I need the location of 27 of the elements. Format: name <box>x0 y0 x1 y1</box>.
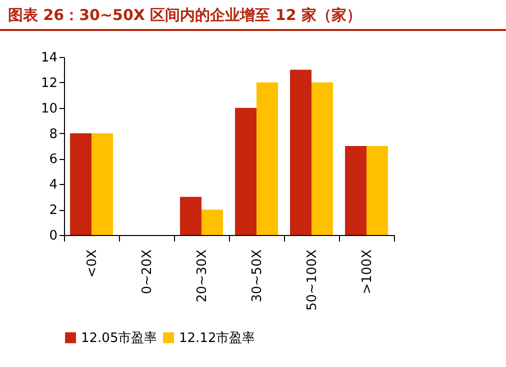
y-tick-label: 2 <box>49 203 58 218</box>
x-tick-label: 0~20X <box>140 249 155 294</box>
bar <box>202 210 223 235</box>
bar <box>290 70 312 235</box>
bar <box>235 108 256 235</box>
x-tick-label: 50~100X <box>305 249 320 311</box>
bar <box>366 146 388 235</box>
x-tick-label: 20~30X <box>195 249 210 302</box>
legend-label: 12.12市盈率 <box>179 330 256 346</box>
bar <box>312 82 333 235</box>
y-tick-label: 0 <box>49 228 58 244</box>
legend-label: 12.05市盈率 <box>81 330 158 346</box>
bar <box>70 133 92 235</box>
x-tick-label: >100X <box>360 249 375 294</box>
bar <box>256 82 278 235</box>
y-tick-label: 8 <box>49 126 58 142</box>
y-tick-label: 6 <box>49 152 58 168</box>
bar <box>345 146 366 235</box>
x-tick-label: 30~50X <box>250 249 265 302</box>
x-tick-label: <0X <box>85 249 100 278</box>
y-tick-label: 4 <box>49 178 58 193</box>
bar <box>180 196 202 235</box>
y-tick-label: 14 <box>40 50 58 66</box>
y-tick-label: 10 <box>40 101 58 116</box>
y-tick-label: 12 <box>40 76 58 91</box>
chart-title: 图表 26：30~50X 区间内的企业增至 12 家（家） <box>0 0 506 31</box>
bar <box>92 133 113 235</box>
